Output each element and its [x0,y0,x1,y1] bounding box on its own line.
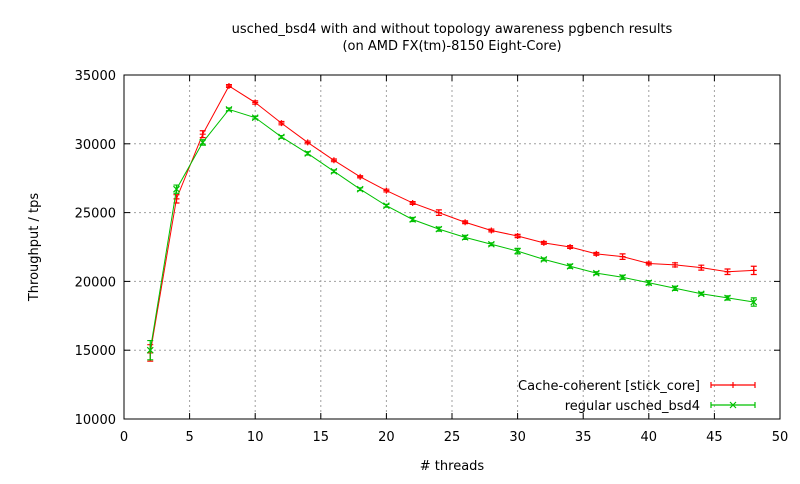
series-line [149,85,754,354]
cross-marker [619,273,626,281]
x-tick-label: 10 [247,430,264,445]
cross-marker [461,233,469,241]
plus-marker [672,261,679,268]
plus-marker [514,232,521,239]
plus-marker [330,157,337,164]
plus-marker [488,227,495,234]
plus-marker [645,260,652,267]
cross-marker [645,279,653,287]
plus-marker [225,83,232,90]
cross-marker [304,150,312,157]
plus-marker [619,253,626,260]
cross-marker [671,284,679,292]
plus-marker [567,244,574,250]
cross-marker [225,105,233,113]
cross-marker [146,346,154,354]
x-tick-label: 15 [313,430,330,445]
legend: Cache-coherent [stick_core]regular usche… [518,379,756,414]
y-tick-label: 20000 [75,275,116,290]
x-tick-label: 25 [444,430,461,445]
cross-marker [251,114,259,122]
cross-marker [514,247,522,255]
cross-marker [173,185,180,193]
chart-title: usched_bsd4 with and without topology aw… [232,22,673,37]
y-tick-label: 35000 [75,69,116,84]
cross-marker [199,138,207,146]
plus-marker [252,99,259,106]
cross-marker [330,167,338,175]
y-tick-label: 10000 [75,413,116,428]
plus-marker [540,239,547,246]
cross-marker [382,202,390,210]
series-line [149,108,754,351]
cross-marker [750,298,758,306]
cross-marker [566,262,574,270]
cross-marker [435,225,443,233]
legend-label: Cache-coherent [stick_core] [518,379,700,394]
x-tick-label: 0 [120,430,128,445]
cross-marker [724,294,731,302]
cross-marker [278,133,285,141]
plus-marker [730,382,736,388]
x-tick-label: 30 [509,430,526,445]
x-tick-label: 50 [772,430,789,445]
plus-marker [593,250,600,257]
plus-marker [698,264,705,271]
plus-marker [462,219,469,226]
y-tick-label: 30000 [75,138,116,153]
plus-marker [435,209,442,216]
plus-marker [278,120,285,127]
plus-marker [750,267,757,274]
plus-marker [199,131,206,138]
cross-marker [409,216,417,223]
cross-marker [487,240,495,248]
x-tick-label: 5 [185,430,193,445]
legend-label: regular usched_bsd4 [565,399,700,414]
plus-marker [383,187,390,194]
cross-marker [729,401,737,409]
x-tick-label: 45 [706,430,723,445]
y-tick-label: 25000 [75,207,116,222]
series-0 [147,83,757,362]
x-tick-label: 35 [575,430,592,445]
cross-marker [540,255,548,263]
plus-marker [724,268,731,275]
y-axis-label: Throughput / tps [27,193,42,303]
series-1 [146,105,758,361]
y-tick-label: 15000 [75,344,116,359]
plus-marker [304,139,311,146]
x-tick-label: 20 [378,430,395,445]
x-tick-label: 40 [641,430,658,445]
cross-marker [592,269,600,277]
plot-border [123,74,781,420]
chart-subtitle: (on AMD FX(tm)-8150 Eight-Core) [342,39,561,54]
cross-marker [697,290,705,298]
x-axis-label: # threads [420,459,485,474]
plus-marker [409,199,416,206]
plus-marker [357,173,364,180]
cross-marker [356,185,364,193]
